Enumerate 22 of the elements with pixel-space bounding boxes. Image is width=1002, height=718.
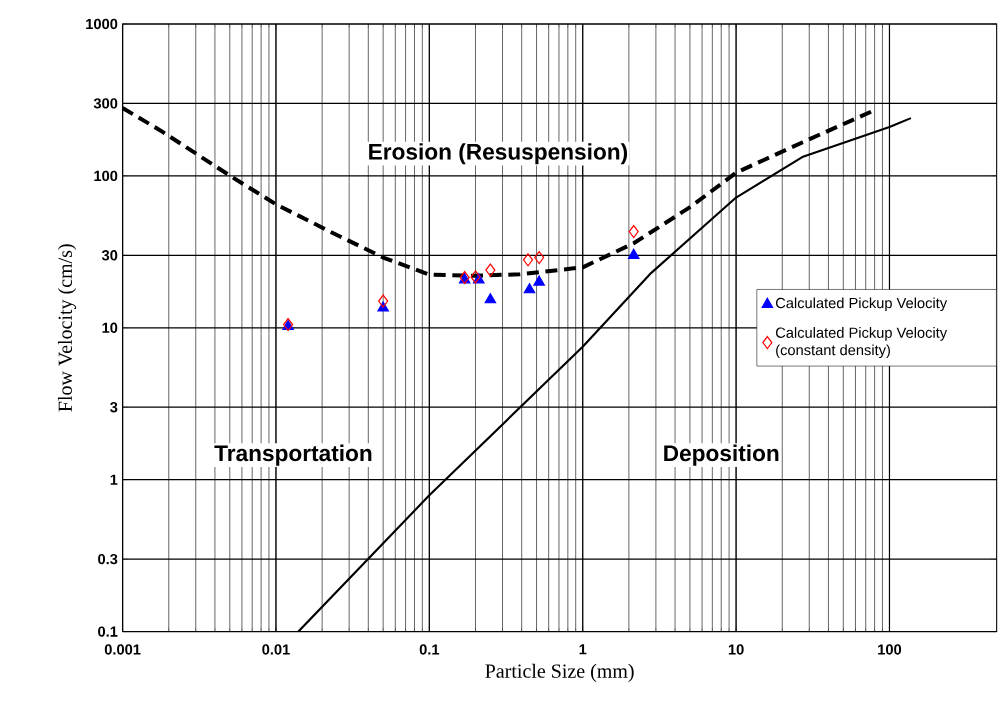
y-tick-label: 1 [110,474,118,485]
x-tick-label: 0.001 [104,644,141,655]
y-tick-label: 100 [94,170,118,181]
x-tick-label: 0.1 [419,644,440,655]
y-tick-label: 30 [101,250,118,261]
y-tick-label: 10 [102,322,118,333]
annotation: Erosion (Resuspension) [369,143,628,165]
legend-label: Calculated Pickup Velocity (constant density) [775,327,948,358]
x-tick-label: 10 [728,644,744,655]
x-tick-label: 0.01 [262,644,290,655]
annotation: Transportation [214,444,372,466]
y-tick-label: 0.1 [98,626,118,637]
x-tick-label: 1 [579,644,587,655]
x-tick-label: 100 [878,644,902,655]
y-tick-label: 1000 [86,18,118,30]
y-axis-title: Flow Velocity (cm/s) [57,244,77,412]
y-tick-label: 0.3 [98,553,118,565]
x-axis-title: Particle Size (mm) [485,663,634,682]
annotation: Deposition [664,444,779,466]
y-tick-label: 300 [93,98,118,109]
legend-label: Calculated Pickup Velocity [775,297,948,312]
y-tick-label: 3 [110,401,118,413]
